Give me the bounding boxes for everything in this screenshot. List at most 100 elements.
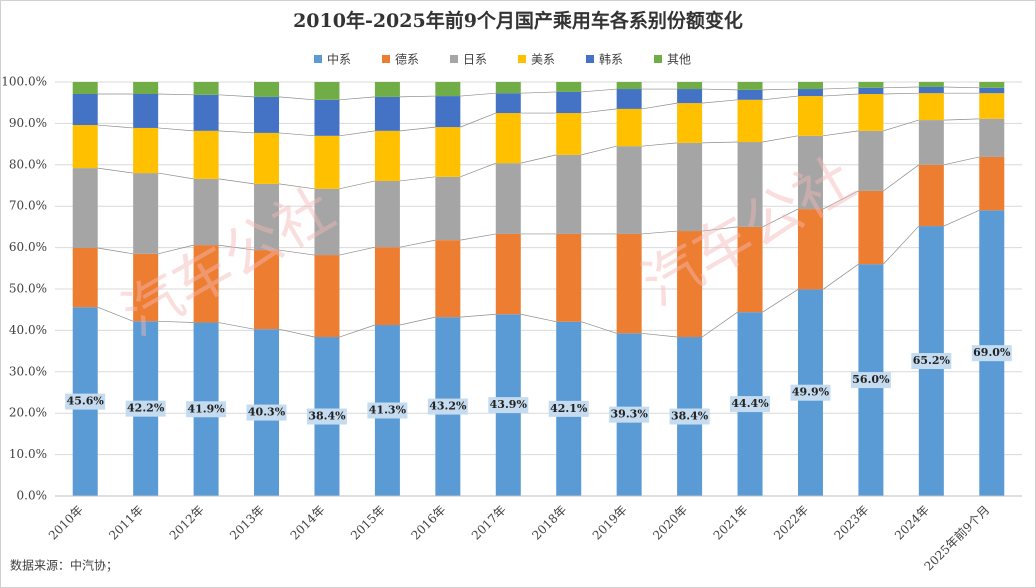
series-line — [581, 321, 617, 334]
chart-title: 2010年-2025年前9个月国产乘用车各系别份额变化 — [293, 9, 743, 32]
series-line — [158, 127, 194, 132]
data-label-box — [971, 345, 1012, 362]
bar-segment — [616, 89, 642, 109]
bar-segment — [677, 231, 703, 338]
bar-segment — [254, 183, 280, 251]
bar-segment — [374, 247, 400, 326]
bar-segment — [737, 226, 763, 313]
data-label-box — [125, 400, 166, 417]
data-label: 41.3% — [369, 404, 407, 417]
y-tick-label: 10.0% — [9, 447, 47, 461]
series-line — [218, 178, 255, 185]
bar-segment — [72, 168, 98, 249]
bar-segment — [556, 82, 582, 92]
series-line — [339, 96, 375, 101]
source-note: 数据来源：中汽协； — [10, 558, 118, 573]
series-line — [460, 313, 496, 318]
bar-segment — [979, 93, 1005, 119]
series-line — [702, 99, 738, 104]
bar-segment — [677, 89, 703, 104]
y-tick-label: 100.0% — [1, 75, 47, 89]
bar-segment — [797, 96, 823, 136]
series-line — [278, 249, 315, 256]
series-line — [822, 130, 859, 137]
bar-segment — [133, 173, 159, 254]
series-line — [460, 92, 496, 97]
series-line — [883, 86, 919, 89]
legend-swatch — [450, 55, 458, 63]
bar-segment — [495, 233, 521, 315]
series-line — [581, 88, 617, 93]
y-tick-label: 20.0% — [9, 406, 47, 420]
series-line — [702, 141, 738, 144]
y-tick-label: 30.0% — [9, 364, 47, 378]
series-line — [762, 135, 799, 143]
bar-segment — [797, 135, 823, 210]
bar-segment — [979, 87, 1005, 94]
data-label-box — [911, 353, 952, 370]
series-line — [399, 316, 436, 326]
bar-segment — [72, 94, 98, 126]
bar-segment — [556, 113, 582, 155]
y-tick-label: 90.0% — [9, 116, 47, 130]
data-label-box — [850, 372, 891, 389]
bar-segment — [193, 130, 219, 179]
y-tick-label: 70.0% — [9, 199, 47, 213]
series-line — [97, 124, 134, 129]
bar-segment — [737, 82, 763, 90]
series-line — [762, 289, 799, 313]
series-line — [581, 145, 617, 156]
series-line — [399, 176, 436, 182]
bar-segment — [314, 188, 340, 256]
series-line — [97, 167, 134, 174]
series-line — [158, 244, 194, 255]
series-line — [460, 112, 496, 128]
bar-segment — [193, 178, 219, 246]
series-line — [399, 239, 436, 248]
bar-segment — [616, 108, 642, 147]
bar-segment — [374, 180, 400, 248]
legend-label: 其他 — [667, 53, 691, 67]
bar-segment — [495, 93, 521, 114]
bar-segment — [193, 94, 219, 131]
series-line — [943, 86, 980, 89]
series-line — [158, 93, 194, 96]
series-line — [822, 93, 859, 97]
series-line — [399, 126, 436, 132]
bar-segment — [133, 82, 159, 95]
bar-segment — [495, 113, 521, 164]
legend-swatch — [654, 55, 662, 63]
bar-segment — [616, 233, 642, 334]
bar-segment — [737, 99, 763, 143]
bar-segment — [495, 82, 521, 94]
series-line — [641, 230, 678, 235]
series-line — [883, 92, 919, 95]
y-tick-label: 0.0% — [17, 489, 48, 503]
legend-swatch — [586, 55, 594, 63]
bar-segment — [314, 82, 340, 100]
series-line — [339, 130, 375, 137]
data-label-box — [186, 401, 227, 418]
legend-label: 中系 — [327, 52, 351, 67]
legend-label: 韩系 — [599, 52, 623, 67]
legend-swatch — [382, 55, 390, 63]
data-label-box — [609, 406, 650, 423]
bar-segment — [435, 176, 461, 241]
series-line — [520, 91, 557, 94]
series-line — [460, 162, 496, 178]
bar-segment — [918, 93, 944, 121]
bar-segment — [314, 255, 340, 338]
bar-segment — [314, 99, 340, 136]
series-line — [97, 306, 134, 322]
data-label: 43.2% — [429, 400, 467, 413]
series-line — [943, 118, 980, 121]
series-line — [218, 244, 255, 251]
data-label-box — [669, 408, 710, 425]
bar-segment — [435, 127, 461, 177]
series-line — [218, 322, 255, 330]
series-line — [158, 172, 194, 180]
data-label-box — [730, 396, 771, 413]
legend-swatch — [518, 55, 526, 63]
bar-segment — [918, 164, 944, 227]
